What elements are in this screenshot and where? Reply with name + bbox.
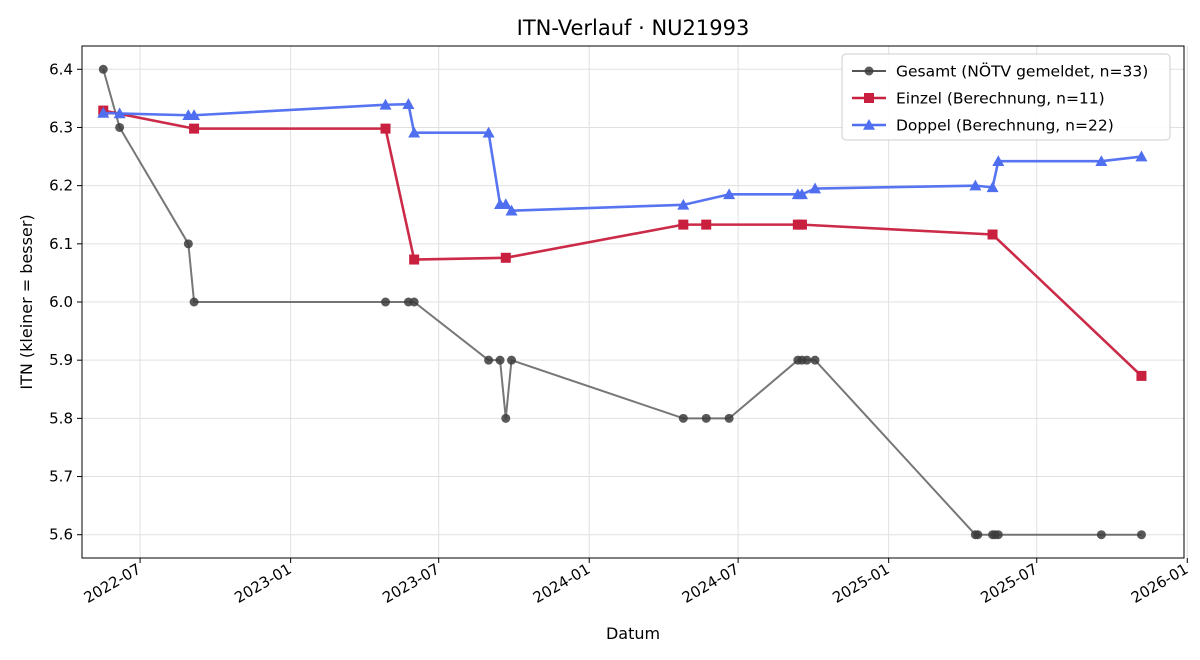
x-tick-label: 2024-07 (679, 560, 742, 607)
data-point (379, 98, 392, 110)
data-point (402, 98, 415, 109)
legend-label: Einzel (Berechnung, n=11) (896, 90, 1105, 108)
legend: Gesamt (NÖTV gemeldet, n=33) Einzel (Bere… (841, 53, 1171, 141)
data-point (723, 188, 736, 200)
y-tick-label: 6.1 (49, 235, 73, 253)
x-tick-label: 2023-07 (379, 560, 442, 607)
legend-swatch-marker (864, 66, 874, 76)
data-point (189, 123, 200, 134)
data-point (796, 219, 807, 230)
data-point (701, 413, 711, 423)
x-tick-label: 2024-01 (530, 560, 593, 607)
y-tick-label: 5.8 (49, 409, 73, 427)
y-tick-label: 5.6 (49, 526, 73, 544)
series-circle (98, 64, 1146, 540)
x-tick-label: 2025-01 (829, 560, 892, 607)
x-tick-label: 2022-07 (81, 560, 144, 607)
legend-label: Doppel (Berechnung, n=22) (896, 117, 1114, 135)
data-point (701, 219, 712, 230)
x-tick-label: 2025-07 (977, 560, 1040, 607)
data-point (115, 122, 125, 132)
data-point (500, 252, 511, 263)
data-point (986, 181, 999, 193)
data-point (1096, 530, 1106, 540)
data-point (98, 64, 108, 74)
data-point (188, 109, 201, 121)
data-point (993, 530, 1003, 540)
y-tick-label: 5.9 (49, 351, 73, 369)
y-tick-label: 5.7 (49, 468, 73, 486)
x-axis-title: Datum (606, 624, 660, 643)
legend-swatch-marker (863, 119, 875, 130)
data-point (183, 239, 193, 249)
data-point (802, 355, 812, 365)
x-tick-label: 2023-01 (231, 560, 294, 607)
data-point (677, 198, 690, 210)
series-triangle (97, 98, 1148, 216)
data-point (381, 297, 391, 307)
x-tick-label: 2026-01 (1128, 560, 1191, 607)
data-point (678, 413, 688, 423)
series-layer (97, 64, 1148, 540)
data-point (992, 155, 1005, 166)
data-point (484, 355, 494, 365)
x-axis-ticks: 2022-07 2023-01 2023-07 2024-01 2024-07 2025-… (81, 558, 1191, 607)
data-point (408, 126, 421, 138)
data-point (495, 355, 505, 365)
data-point (1095, 155, 1108, 166)
data-point (409, 254, 420, 265)
data-point (810, 355, 820, 365)
data-point (969, 179, 982, 191)
series-square (98, 105, 1147, 381)
data-point (505, 204, 518, 216)
data-point (678, 219, 689, 230)
data-point (501, 413, 511, 423)
data-point (189, 297, 199, 307)
data-point (987, 229, 998, 240)
y-tick-label: 6.3 (49, 118, 73, 136)
y-tick-label: 6.4 (49, 60, 73, 78)
y-axis-ticks: 5.6 5.7 5.8 5.9 6.0 6.1 6.2 6.3 6.4 (49, 60, 82, 544)
data-point (1136, 370, 1147, 381)
y-tick-label: 6.2 (49, 177, 73, 195)
data-point (380, 123, 391, 134)
data-point (409, 297, 419, 307)
legend-label: Gesamt (NÖTV gemeldet, n=33) (896, 62, 1148, 81)
legend-box (841, 53, 1171, 141)
data-point (724, 413, 734, 423)
data-point (795, 188, 808, 200)
data-point (507, 355, 517, 365)
data-point (97, 106, 110, 118)
data-point (113, 107, 126, 119)
data-point (482, 126, 495, 138)
data-point (809, 182, 822, 194)
data-point (973, 530, 983, 540)
y-axis-title: ITN (kleiner = besser) (17, 214, 36, 389)
legend-swatch-marker (864, 93, 874, 103)
series-line (103, 109, 1143, 377)
data-point (499, 198, 512, 210)
chart-title: ITN-Verlauf · NU21993 (517, 16, 750, 40)
y-tick-label: 6.0 (49, 293, 73, 311)
data-point (1136, 530, 1146, 540)
data-point (1135, 150, 1148, 162)
